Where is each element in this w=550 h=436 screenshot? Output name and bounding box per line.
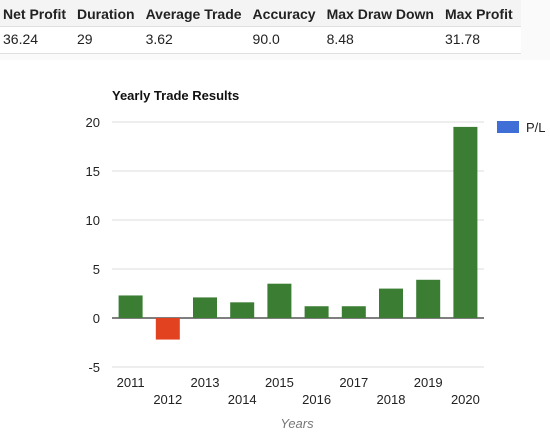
- header-duration: Duration: [74, 0, 143, 27]
- bar-2011: [118, 295, 143, 318]
- bar-2016: [304, 306, 329, 318]
- value-duration: 29: [74, 26, 143, 54]
- bars: [118, 126, 478, 340]
- legend-label-pl: P/L: [526, 120, 546, 135]
- value-max-draw-down: 8.48: [323, 26, 442, 54]
- x-tick-label: 2014: [228, 392, 257, 407]
- y-tick-label: 20: [86, 115, 100, 130]
- x-tick-label: 2012: [153, 392, 182, 407]
- x-axis-ticks: 2011 2012 2013 2014 2015 2016 2017 2018 2019 2020: [117, 375, 480, 407]
- y-tick-label: 10: [86, 213, 100, 228]
- y-tick-label: 5: [93, 262, 100, 277]
- value-average-trade: 3.62: [142, 26, 250, 54]
- x-tick-label: 2019: [414, 375, 443, 390]
- header-accuracy: Accuracy: [249, 0, 324, 27]
- bar-2014: [230, 302, 255, 318]
- stats-table: Net Profit Duration Average Trade Accura…: [0, 0, 521, 54]
- bar-2020: [453, 126, 478, 319]
- x-tick-label: 2015: [265, 375, 294, 390]
- header-max-draw-down: Max Draw Down: [323, 0, 442, 27]
- x-tick-label: 2017: [339, 375, 368, 390]
- header-net-profit: Net Profit: [0, 0, 74, 27]
- x-tick-label: 2013: [191, 375, 220, 390]
- x-axis-label: Years: [280, 416, 314, 431]
- stats-value-row: 36.24 29 3.62 90.0 8.48 31.78: [0, 26, 521, 54]
- bar-2017: [341, 306, 366, 318]
- x-tick-label: 2016: [302, 392, 331, 407]
- header-average-trade: Average Trade: [142, 0, 250, 27]
- stats-header-row: Net Profit Duration Average Trade Accura…: [0, 0, 521, 27]
- legend-swatch-pl: [497, 121, 519, 133]
- bar-2013: [193, 297, 217, 318]
- value-net-profit: 36.24: [0, 26, 74, 54]
- y-axis-ticks: -5 0 5 10 15 20: [86, 115, 100, 375]
- legend: P/L: [497, 120, 546, 135]
- header-max-profit: Max Profit: [441, 0, 521, 27]
- bar-2012: [155, 318, 180, 340]
- y-tick-label: -5: [88, 360, 100, 375]
- x-tick-label: 2020: [451, 392, 480, 407]
- bar-2015: [267, 283, 292, 318]
- chart-title: Yearly Trade Results: [112, 88, 239, 103]
- value-accuracy: 90.0: [249, 26, 324, 54]
- value-max-profit: 31.78: [441, 26, 521, 54]
- y-tick-label: 0: [93, 311, 100, 326]
- x-tick-label: 2011: [117, 375, 145, 390]
- y-tick-label: 15: [86, 164, 100, 179]
- x-tick-label: 2018: [377, 392, 406, 407]
- bar-2018: [379, 288, 403, 318]
- bar-2019: [416, 279, 441, 318]
